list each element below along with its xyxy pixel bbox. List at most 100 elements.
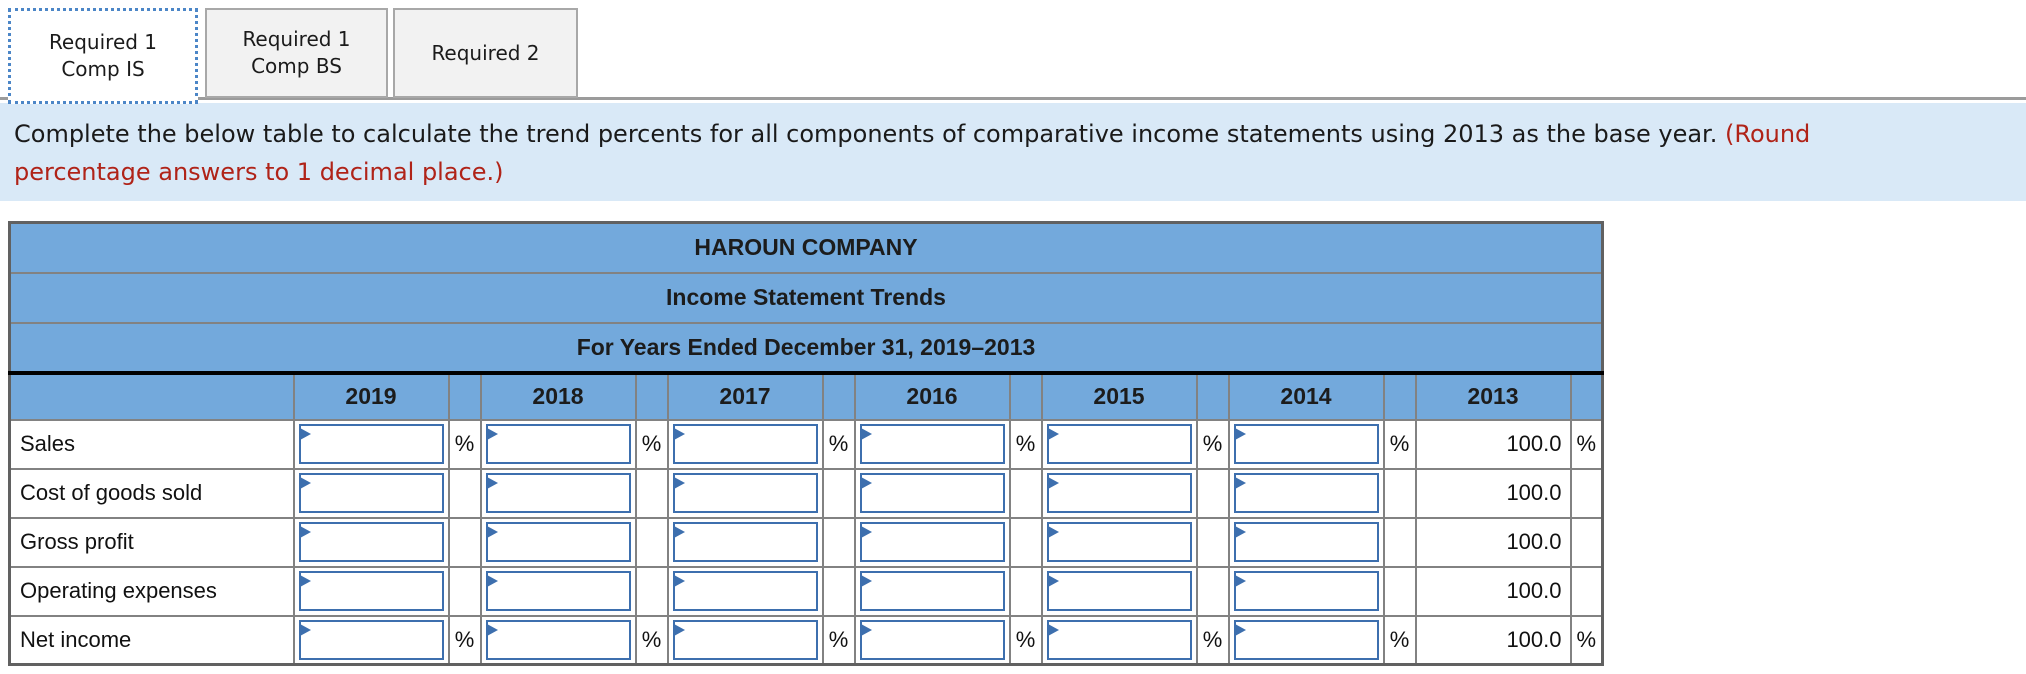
statement-period: For Years Ended December 31, 2019–2013 bbox=[8, 321, 1604, 375]
trend-percent-input-box[interactable] bbox=[485, 424, 631, 464]
trend-percent-input-box[interactable] bbox=[672, 619, 818, 660]
trend-percent-input-box[interactable] bbox=[859, 522, 1005, 562]
cell-flag-icon bbox=[860, 575, 872, 587]
cell-flag-icon bbox=[1047, 575, 1059, 587]
percent-sign-cell: % bbox=[1008, 614, 1043, 666]
trend-percent-input-box[interactable] bbox=[859, 571, 1005, 611]
percent-sign-cell: % bbox=[1382, 614, 1417, 666]
trend-percent-input-box[interactable] bbox=[1046, 522, 1192, 562]
trend-percent-input[interactable] bbox=[312, 573, 444, 611]
trend-percent-input-box[interactable] bbox=[1233, 619, 1379, 660]
trend-input-cell bbox=[292, 614, 450, 666]
trend-percent-input[interactable] bbox=[1247, 573, 1379, 611]
row-label: Net income bbox=[8, 614, 295, 666]
percent-sign-cell: % bbox=[634, 614, 669, 666]
trend-percent-input[interactable] bbox=[312, 621, 444, 660]
cell-flag-icon bbox=[486, 526, 498, 538]
trend-percent-input-box[interactable] bbox=[485, 522, 631, 562]
trend-percent-input[interactable] bbox=[1247, 426, 1379, 464]
trend-percent-input-box[interactable] bbox=[859, 473, 1005, 513]
trend-input-cell bbox=[666, 467, 824, 519]
trend-percent-input[interactable] bbox=[873, 426, 1005, 464]
cell-flag-icon bbox=[1047, 623, 1059, 636]
tab-required-1-comp-is[interactable]: Required 1 Comp IS bbox=[8, 8, 198, 104]
trend-percent-input[interactable] bbox=[1060, 475, 1192, 513]
trend-percent-input[interactable] bbox=[686, 475, 818, 513]
trend-percent-input-box[interactable] bbox=[1233, 473, 1379, 513]
trend-percent-input[interactable] bbox=[312, 426, 444, 464]
trend-percent-input[interactable] bbox=[686, 573, 818, 611]
percent-sign-cell bbox=[821, 516, 856, 568]
cell-flag-icon bbox=[1047, 428, 1059, 440]
table-subtitle-row: Income Statement Trends bbox=[8, 271, 1604, 324]
trend-percent-input-box[interactable] bbox=[485, 619, 631, 660]
percent-sign-cell: % bbox=[1382, 418, 1417, 470]
trend-percent-input[interactable] bbox=[1247, 524, 1379, 562]
trend-percent-input[interactable] bbox=[873, 475, 1005, 513]
trend-percent-input[interactable] bbox=[1060, 426, 1192, 464]
trend-percent-input[interactable] bbox=[686, 426, 818, 464]
trend-percent-input[interactable] bbox=[499, 573, 631, 611]
percent-sign-cell bbox=[1569, 565, 1604, 617]
trend-percent-input[interactable] bbox=[1247, 475, 1379, 513]
trend-percent-input[interactable] bbox=[873, 524, 1005, 562]
cell-flag-icon bbox=[486, 428, 498, 440]
trend-percent-input-box[interactable] bbox=[1046, 473, 1192, 513]
tab-required-2[interactable]: Required 2 bbox=[393, 8, 578, 98]
trend-input-cell bbox=[292, 467, 450, 519]
percent-sign-cell bbox=[447, 565, 482, 617]
header-gap-cell bbox=[1008, 371, 1043, 421]
trend-percent-input-box[interactable] bbox=[859, 619, 1005, 660]
percent-sign-cell bbox=[1008, 467, 1043, 519]
trend-percent-input-box[interactable] bbox=[1046, 619, 1192, 660]
trend-percent-input-box[interactable] bbox=[485, 571, 631, 611]
cell-flag-icon bbox=[1047, 477, 1059, 489]
trend-input-cell bbox=[853, 467, 1011, 519]
trend-percent-input[interactable] bbox=[499, 475, 631, 513]
trend-percent-input[interactable] bbox=[686, 621, 818, 660]
trend-percent-input[interactable] bbox=[499, 524, 631, 562]
percent-sign-cell bbox=[1569, 467, 1604, 519]
tab-required-1-comp-bs[interactable]: Required 1 Comp BS bbox=[205, 8, 388, 98]
trend-percent-input-box[interactable] bbox=[298, 473, 444, 513]
trend-percent-input-box[interactable] bbox=[1046, 571, 1192, 611]
trend-percent-input[interactable] bbox=[1247, 621, 1379, 660]
trend-percent-input[interactable] bbox=[1060, 524, 1192, 562]
cell-flag-icon bbox=[299, 477, 311, 489]
tab-label-line: Required 2 bbox=[431, 40, 540, 65]
trend-percent-input-box[interactable] bbox=[672, 473, 818, 513]
trend-percent-input[interactable] bbox=[1060, 621, 1192, 660]
trend-percent-input-box[interactable] bbox=[859, 424, 1005, 464]
tab-label-line: Comp BS bbox=[251, 54, 342, 78]
percent-sign-cell bbox=[821, 565, 856, 617]
trend-percent-input-box[interactable] bbox=[672, 522, 818, 562]
trend-percent-input-box[interactable] bbox=[1046, 424, 1192, 464]
trend-input-cell bbox=[1227, 614, 1385, 666]
trend-percent-input-box[interactable] bbox=[1233, 522, 1379, 562]
year-header: 2018 bbox=[479, 371, 637, 421]
trend-percent-input[interactable] bbox=[499, 426, 631, 464]
trend-percent-input-box[interactable] bbox=[298, 571, 444, 611]
trend-percent-input[interactable] bbox=[312, 524, 444, 562]
trend-percent-input-box[interactable] bbox=[298, 522, 444, 562]
trend-percent-input-box[interactable] bbox=[672, 424, 818, 464]
trend-percent-input-box[interactable] bbox=[672, 571, 818, 611]
trend-percent-input[interactable] bbox=[312, 475, 444, 513]
table-row: Gross profit 100.0 bbox=[8, 516, 1604, 568]
trend-table-container: HAROUN COMPANY Income Statement Trends F… bbox=[8, 221, 2026, 666]
trend-percent-input[interactable] bbox=[1060, 573, 1192, 611]
table-row: Cost of goods sold 100.0 bbox=[8, 467, 1604, 519]
trend-percent-input[interactable] bbox=[873, 573, 1005, 611]
trend-input-cell bbox=[292, 418, 450, 470]
percent-sign-cell bbox=[821, 467, 856, 519]
trend-percent-input[interactable] bbox=[873, 621, 1005, 660]
trend-percent-input[interactable] bbox=[686, 524, 818, 562]
percent-sign-cell bbox=[1382, 467, 1417, 519]
trend-percent-input-box[interactable] bbox=[1233, 571, 1379, 611]
row-label: Gross profit bbox=[8, 516, 295, 568]
trend-percent-input-box[interactable] bbox=[298, 424, 444, 464]
trend-percent-input-box[interactable] bbox=[485, 473, 631, 513]
trend-percent-input[interactable] bbox=[499, 621, 631, 660]
trend-percent-input-box[interactable] bbox=[298, 619, 444, 660]
trend-percent-input-box[interactable] bbox=[1233, 424, 1379, 464]
